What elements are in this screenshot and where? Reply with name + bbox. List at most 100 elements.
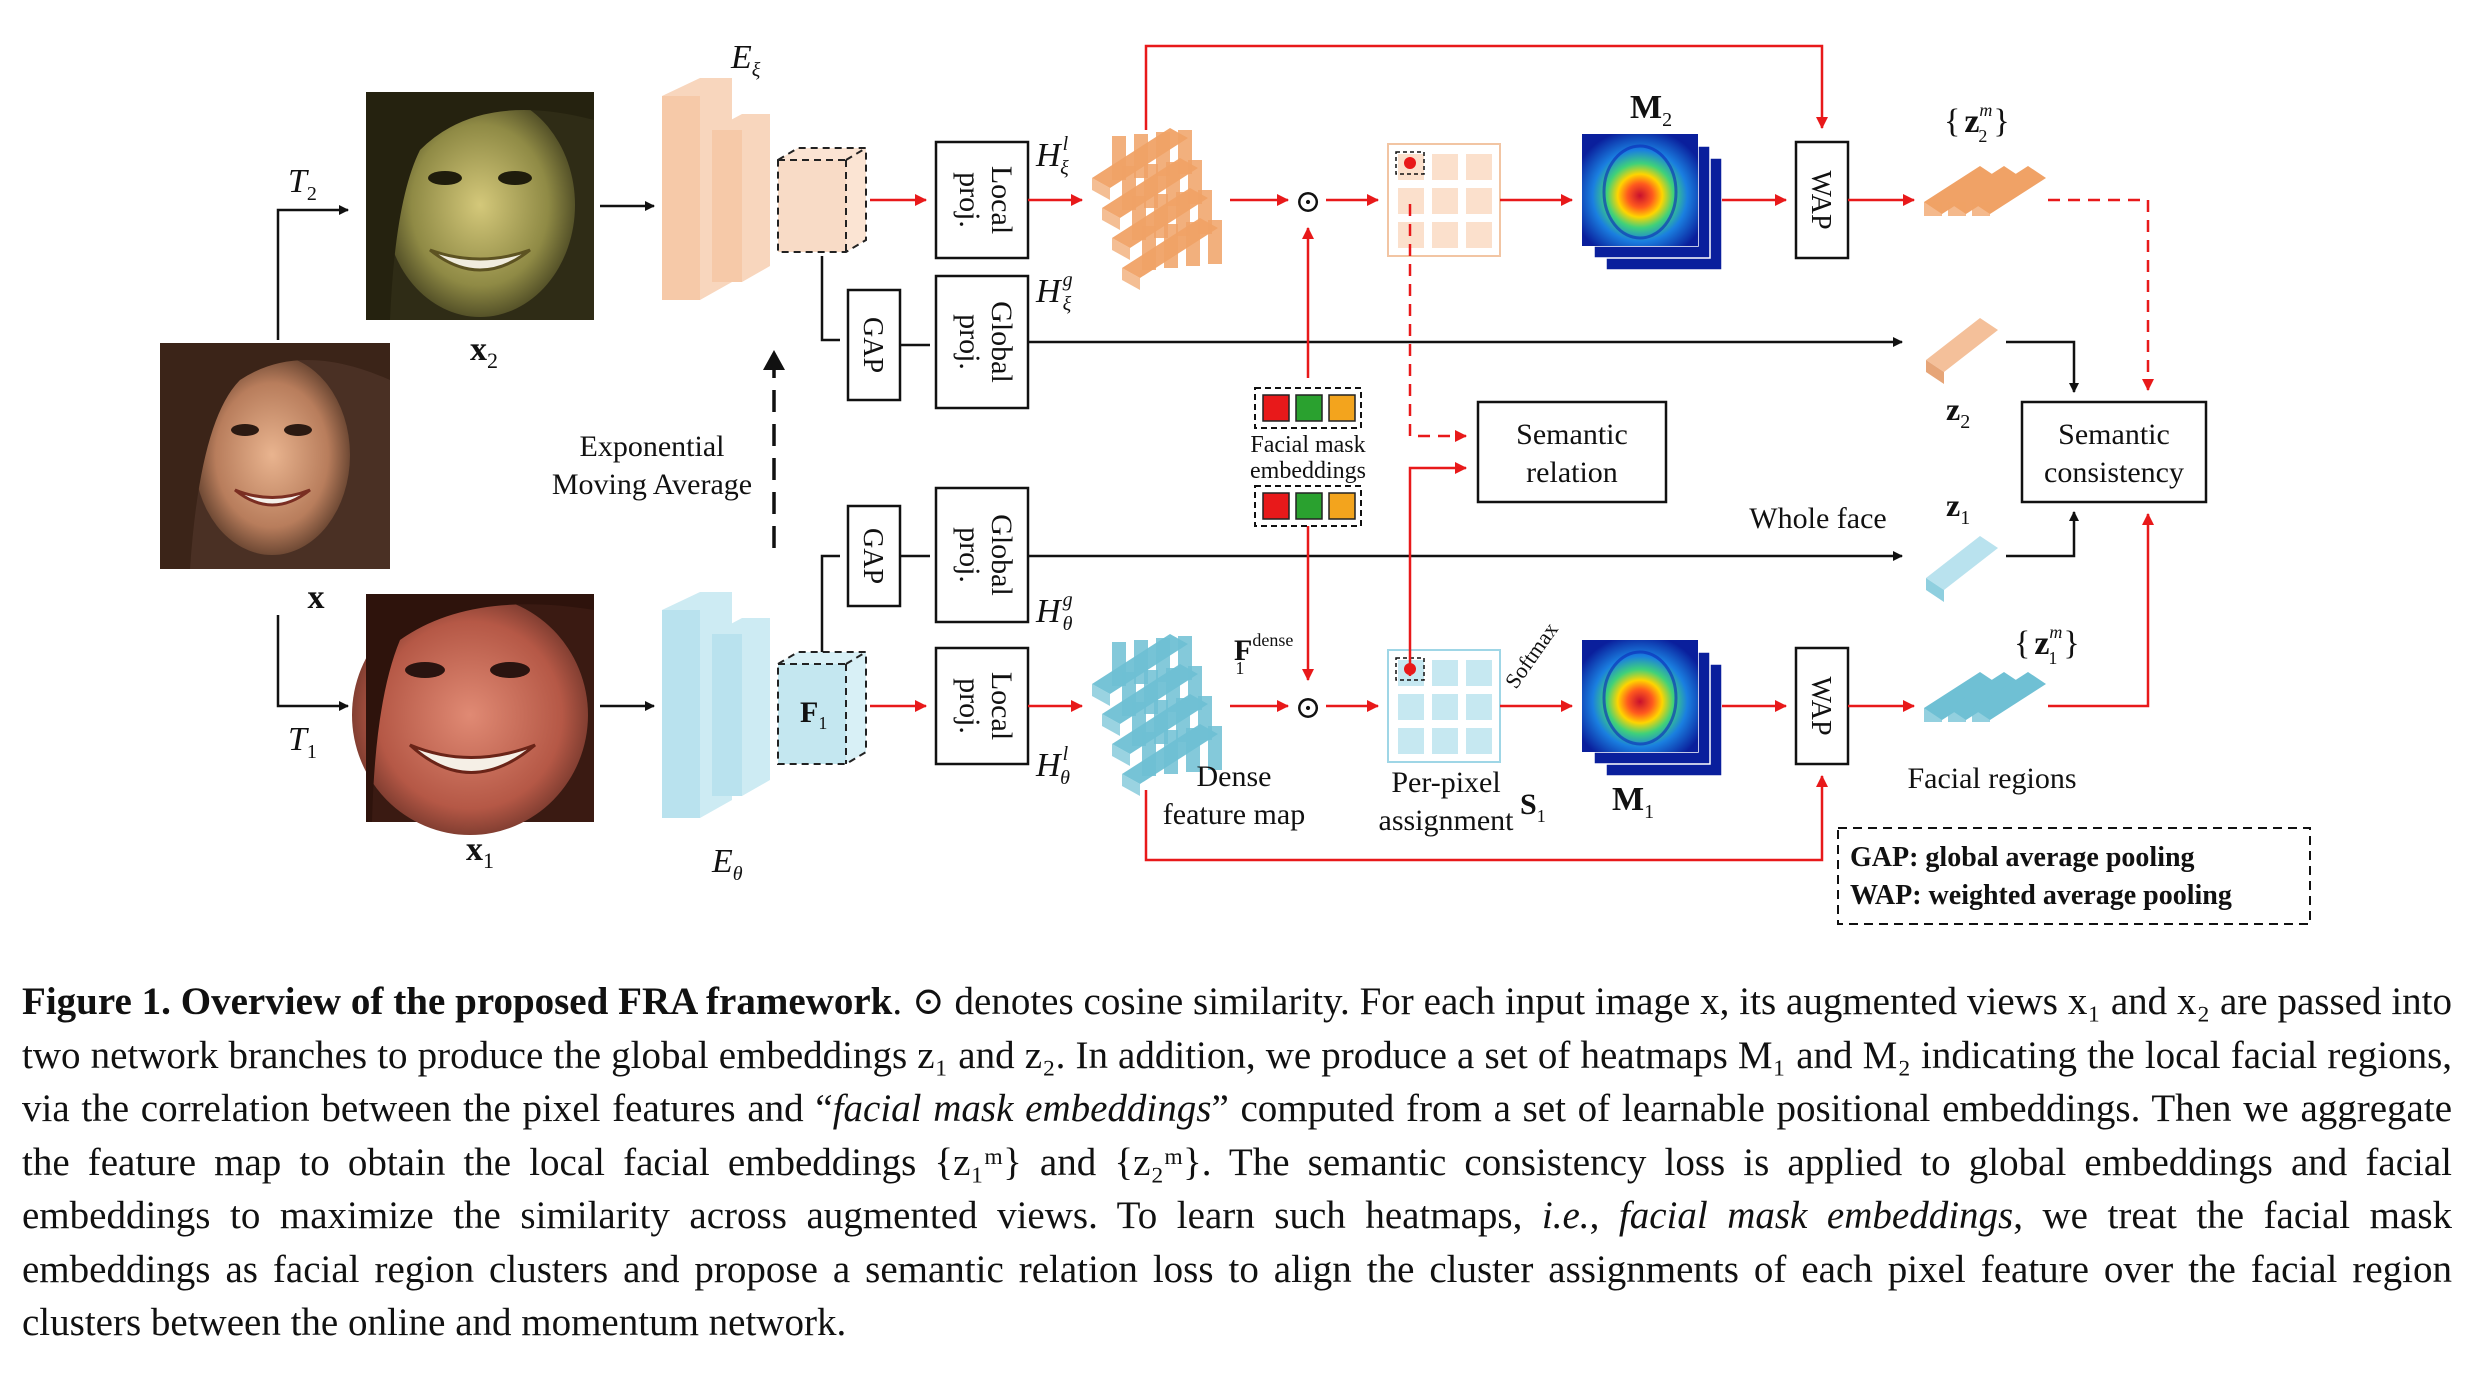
s1-label: S1	[1520, 788, 1546, 826]
facial-regions-label: Facial regions	[1907, 762, 2076, 795]
svg-text:GAP: GAP	[857, 528, 888, 584]
figure-caption: Figure 1. Overview of the proposed FRA f…	[22, 975, 2452, 1350]
local-proj-top: Local proj.	[934, 140, 1030, 260]
ema-arrowhead	[763, 350, 785, 370]
z1m-label: {zm 1}	[2014, 622, 2080, 668]
momentum-feature-column	[1142, 226, 1156, 270]
dense-feature-map-online	[1092, 634, 1222, 796]
svg-text:Local: Local	[985, 672, 1018, 740]
wap-block-bottom: WAP	[1794, 646, 1850, 766]
svg-text:Semantic: Semantic	[1516, 418, 1628, 451]
region-embedding-face	[1948, 708, 1966, 722]
semantic-relation-box: Semantic relation	[1476, 400, 1668, 504]
ema-label-line2: Moving Average	[552, 468, 752, 501]
online-feature-bar-side	[1102, 714, 1120, 736]
facial-mask-label-line1: Facial mask	[1250, 432, 1365, 458]
region-embedding-bar	[1948, 166, 2022, 214]
per-pixel-assignment-momentum	[1387, 143, 1501, 257]
online-encoder-label: Eθ	[711, 843, 743, 885]
region-embedding-face	[1924, 708, 1942, 722]
svg-text:WAP: WAP	[1805, 170, 1836, 229]
assignment-cell	[1432, 728, 1458, 754]
assignment-cell	[1432, 154, 1458, 180]
svg-text:proj.: proj.	[953, 678, 986, 734]
facial-region-embeddings-z2m	[1924, 166, 2046, 216]
assignment-cell	[1398, 728, 1424, 754]
x2-label: x2	[470, 331, 498, 373]
assignment-selected-pixel	[1395, 151, 1425, 175]
caption-title: Overview of the proposed FRA framework	[180, 980, 893, 1023]
region-embedding-face	[1948, 202, 1966, 216]
per-pixel-label-line2: assignment	[1379, 804, 1515, 837]
facial-mask-label-line2: embeddings	[1250, 458, 1366, 484]
softmax-label: Softmax	[1500, 617, 1563, 692]
augment-branch-top	[276, 205, 349, 340]
augmented-view-x2-image	[366, 92, 594, 320]
z2-to-consistency-arrow	[2006, 340, 2079, 393]
semantic-consistency-box: Semantic consistency	[2020, 400, 2208, 504]
online-encoder	[662, 592, 867, 818]
svg-text:GAP: GAP	[857, 317, 888, 373]
global-embedding-z2	[1926, 318, 1998, 384]
caption-text-4: , we treat the facial mask embeddings as…	[22, 1194, 2453, 1344]
feature-top-skip-to-wap	[1144, 44, 1828, 130]
svg-text:Global: Global	[985, 301, 1018, 383]
framework-diagram: x x2 x1 T2 T1	[160, 39, 2311, 925]
heatmap-m2	[1581, 133, 1723, 271]
heatmap-face-outline	[1602, 144, 1678, 240]
region-embedding-face	[1972, 202, 1990, 216]
global-embedding-z1	[1926, 536, 1998, 602]
region-embedding-face	[1924, 202, 1942, 216]
svg-text:proj.: proj.	[953, 314, 986, 370]
caption-italic-2: i.e.	[1541, 1194, 1590, 1237]
online-feature-bar-side	[1092, 684, 1110, 706]
region-embedding-bar	[1924, 672, 1998, 720]
t1-label: T1	[288, 721, 317, 763]
global-proj-top: Global proj.	[934, 274, 1030, 410]
f1-dense-label: Fdense 1	[1234, 630, 1293, 678]
momentum-feature-bar-side	[1102, 208, 1120, 230]
svg-text:WAP: WAP	[1805, 676, 1836, 735]
caption-text-1: . ⊙ denotes cosine similarity. For each …	[22, 980, 2452, 1130]
per-pixel-assignment-online	[1387, 649, 1501, 763]
assignment-cell	[1432, 660, 1458, 686]
facial-mask-embeddings-top	[1254, 387, 1362, 429]
region-embedding-bar	[1972, 166, 2046, 214]
dense-feature-map-momentum	[1092, 128, 1222, 290]
encoder-bottom-to-global-line	[820, 554, 840, 652]
momentum-feature-column	[1208, 220, 1222, 264]
assignment-pixel-dot	[1404, 157, 1416, 169]
input-x-label: x	[308, 579, 325, 616]
abbreviation-legend: GAP: global average pooling WAP: weighte…	[1837, 827, 2311, 925]
input-face-image	[160, 343, 390, 569]
legend-gap: GAP: global average pooling	[1850, 842, 2195, 873]
caption-text-3: ,	[1589, 1194, 1619, 1237]
wap-block-top: WAP	[1794, 140, 1850, 260]
assignment-cell	[1466, 660, 1492, 686]
svg-text:Global: Global	[985, 514, 1018, 596]
local-proj-bottom: Local proj.	[934, 646, 1030, 766]
momentum-encoder	[662, 78, 867, 300]
svg-text:proj.: proj.	[953, 172, 986, 228]
region-embedding-bar	[1924, 166, 1998, 214]
caption-text-2: ” computed from a set of learnable posit…	[22, 1087, 2453, 1237]
assignment-cell	[1466, 188, 1492, 214]
svg-text:relation: relation	[1526, 456, 1618, 489]
z1-label: z1	[1946, 487, 1970, 529]
z1-to-consistency-arrow	[2006, 511, 2079, 558]
caption-label: Figure 1.	[22, 980, 171, 1023]
gap-block-bottom: GAP	[846, 504, 902, 608]
f1-label: F1	[800, 696, 827, 733]
dense-label-line2: feature map	[1163, 798, 1305, 831]
assign-top-to-relation-arrow	[1408, 204, 1467, 442]
z2-label: z2	[1946, 391, 1970, 433]
heatmap-face-outline	[1602, 650, 1678, 746]
svg-text:Local: Local	[985, 166, 1018, 234]
z1m-to-consistency-arrow	[2048, 513, 2154, 708]
assignment-cell	[1432, 222, 1458, 248]
online-feature-column	[1142, 732, 1156, 776]
